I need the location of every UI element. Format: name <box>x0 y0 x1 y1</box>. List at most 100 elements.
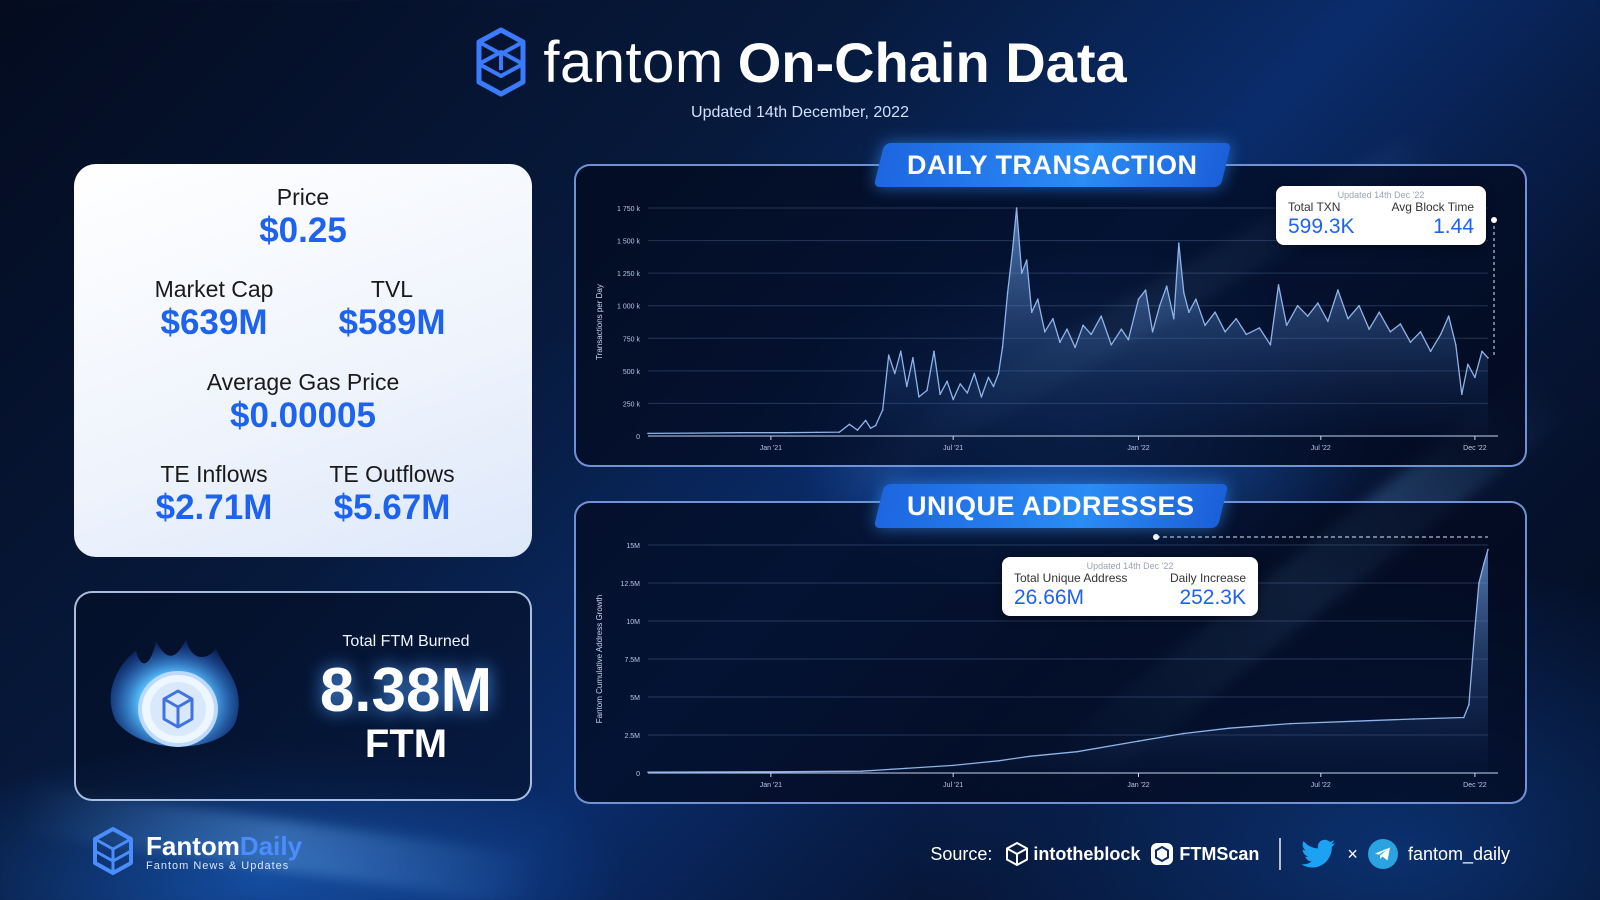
data-point <box>1127 338 1130 341</box>
data-point <box>1144 289 1147 291</box>
market-cap-label: Market Cap <box>154 276 274 302</box>
data-point <box>1327 320 1329 323</box>
data-point <box>1030 311 1033 314</box>
data-point <box>1429 350 1432 353</box>
data-point <box>1036 298 1039 300</box>
tvl-label: TVL <box>370 276 414 302</box>
data-point <box>987 376 990 379</box>
avg-block-time-value: 1.44 <box>1433 215 1474 238</box>
price-label: Price <box>276 184 330 210</box>
burn-flame-coin-icon <box>110 639 239 747</box>
data-point <box>933 350 935 353</box>
data-point <box>1074 346 1076 349</box>
data-point <box>1463 716 1465 719</box>
data-point <box>1399 323 1402 325</box>
data-point <box>1439 333 1442 336</box>
data-point <box>1389 330 1392 333</box>
fantom-daily-subtitle: Fantom News & Updates <box>146 859 290 872</box>
telegram-icon[interactable] <box>1367 839 1398 869</box>
data-point <box>1447 315 1450 317</box>
total-txn-label: Total TXN <box>1288 200 1341 214</box>
data-point <box>1316 302 1319 304</box>
data-point <box>912 357 914 359</box>
te-outflows-stat: TE Outflows $5.67M <box>292 461 492 528</box>
x-tick-label: Jan '22 <box>1127 445 1149 452</box>
unique-addresses-heading: UNIQUE ADDRESSES <box>873 484 1229 528</box>
ftmscan-icon <box>1151 843 1174 865</box>
te-inflows-label: TE Inflows <box>160 461 268 487</box>
te-inflows-stat: TE Inflows $2.71M <box>114 461 314 528</box>
tvl-stat: TVL $589M <box>292 276 492 343</box>
data-point <box>1082 324 1084 327</box>
source-intotheblock[interactable]: intotheblock <box>1006 842 1140 866</box>
data-point <box>1358 304 1360 307</box>
data-point <box>1020 272 1023 274</box>
data-point <box>1172 317 1175 320</box>
unique-addr-tooltip: Updated 14th Dec '22 Total Unique Addres… <box>1002 557 1258 616</box>
twitter-icon[interactable] <box>1301 839 1337 869</box>
data-point <box>1481 350 1483 353</box>
page-title: On-Chain Data <box>737 30 1127 94</box>
data-point <box>869 427 872 429</box>
data-point <box>973 372 976 375</box>
daily-increase-value: 252.3K <box>1179 586 1246 609</box>
data-point <box>1289 722 1292 725</box>
social-handle[interactable]: fantom_daily <box>1407 843 1510 864</box>
data-point <box>905 767 907 770</box>
data-point <box>952 764 954 767</box>
tooltip-updated: Updated 14th Dec '22 <box>1337 190 1425 200</box>
data-point <box>980 396 983 398</box>
data-point <box>939 393 941 396</box>
data-point <box>1214 311 1216 314</box>
x-tick-label: Jan '21 <box>760 445 782 452</box>
data-point <box>1296 304 1299 307</box>
data-point <box>1368 328 1370 330</box>
header: fantom On-Chain Data Updated 14th Decemb… <box>0 26 1600 122</box>
y-axis-label: Fantom Cumulative Address Growth <box>595 595 604 724</box>
y-tick-label: 250 k <box>623 401 641 408</box>
data-point <box>997 760 1000 762</box>
data-point <box>966 392 969 394</box>
te-outflows-label: TE Outflows <box>329 461 455 487</box>
data-point <box>1468 703 1470 706</box>
y-tick-label: 15M <box>626 543 640 550</box>
data-point <box>1419 330 1422 333</box>
daily-tx-tooltip: Updated 14th Dec '22 Total TXN 599.3K Av… <box>1276 186 1486 245</box>
y-tick-label: 1 750 k <box>617 206 640 213</box>
data-point <box>647 432 649 435</box>
data-point <box>1177 242 1180 244</box>
series-line <box>647 549 1489 773</box>
data-point <box>1015 207 1018 209</box>
daily-transaction-heading-text: DAILY TRANSACTION <box>907 150 1198 180</box>
data-point <box>992 385 995 388</box>
updated-date: Updated 14th December, 2022 <box>691 104 909 121</box>
burn-card: Total FTM Burned 8.38M FTM <box>74 591 532 801</box>
te-inflows-value: $2.71M <box>155 488 273 527</box>
brand-name: fantom <box>543 29 724 95</box>
data-point <box>838 431 841 433</box>
data-point <box>1474 376 1476 379</box>
data-point <box>1011 248 1014 251</box>
source-ftmscan[interactable]: FTMScan <box>1150 842 1259 866</box>
data-point <box>691 432 694 434</box>
data-point <box>893 372 896 375</box>
times-symbol: × <box>1347 843 1358 864</box>
data-point <box>1487 548 1489 551</box>
fantom-daily-brand: FantomDaily Fantom News & Updates <box>90 826 302 876</box>
data-point <box>1028 755 1031 758</box>
avg-block-time-label: Avg Block Time <box>1391 200 1474 214</box>
data-point <box>1137 298 1140 300</box>
data-point <box>1269 344 1272 346</box>
market-cap-value: $639M <box>160 303 268 342</box>
data-point <box>1351 720 1353 723</box>
data-point <box>1059 341 1061 343</box>
y-tick-label: 1 000 k <box>617 304 640 311</box>
source-intotheblock-label: intotheblock <box>1033 843 1141 864</box>
data-point <box>946 380 948 383</box>
data-point <box>1195 298 1197 300</box>
fantom-logo-icon <box>476 27 526 97</box>
data-point <box>1467 363 1469 366</box>
data-point <box>1412 718 1415 720</box>
fantom-daily-title: FantomDaily <box>146 831 302 862</box>
data-point <box>848 423 851 426</box>
